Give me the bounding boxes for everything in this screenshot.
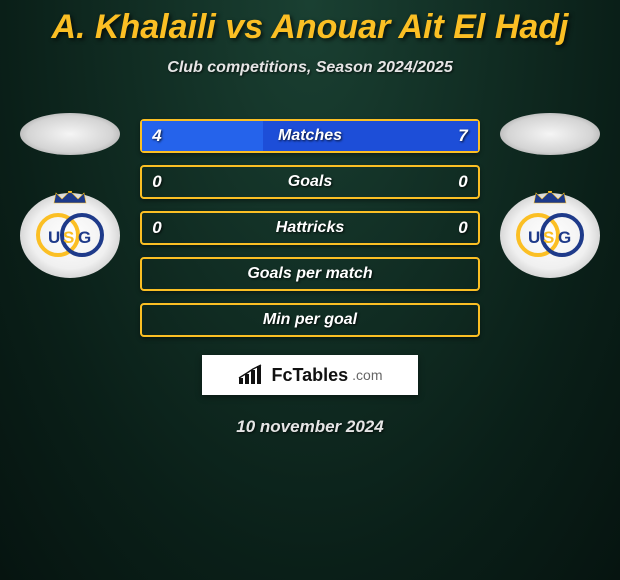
subtitle: Club competitions, Season 2024/2025 [0,59,620,77]
player-left-club-logo: U S G [20,193,120,278]
stat-left-value: 4 [142,126,172,146]
stat-bar-goals-per-match: Goals per match [140,257,480,291]
stats-column: 4 Matches 7 0 Goals 0 0 Hattricks 0 Goal… [140,119,480,337]
brand-bars-icon [237,364,267,386]
stat-left-value: 0 [142,172,172,192]
usg-logo-icon: U S G [36,207,104,263]
stat-right-value: 0 [448,172,478,192]
page-title: A. Khalaili vs Anouar Ait El Hadj [0,8,620,47]
player-left-col: U S G [20,119,120,278]
comparison-card: A. Khalaili vs Anouar Ait El Hadj Club c… [0,0,620,437]
crown-icon [530,191,570,205]
stat-label: Min per goal [263,311,357,329]
usg-logo-icon: U S G [516,207,584,263]
stat-label: Goals [288,173,332,191]
brand-name: FcTables [271,365,348,386]
svg-text:U: U [48,228,60,247]
player-right-club-logo: U S G [500,193,600,278]
stat-bar-hattricks: 0 Hattricks 0 [140,211,480,245]
stat-right-value: 0 [448,218,478,238]
date-label: 10 november 2024 [0,417,620,437]
brand-suffix: .com [352,367,382,383]
svg-text:S: S [543,228,554,247]
main-row: U S G 4 Matches 7 0 Goals 0 0 Hattri [0,119,620,337]
svg-text:S: S [63,228,74,247]
player-right-col: U S G [500,119,600,278]
stat-label: Hattricks [276,219,344,237]
crown-icon [50,191,90,205]
player-right-avatar-placeholder [500,113,600,155]
stat-bar-goals: 0 Goals 0 [140,165,480,199]
brand-link[interactable]: FcTables.com [202,355,418,395]
player-left-avatar-placeholder [20,113,120,155]
stat-left-value: 0 [142,218,172,238]
stat-bar-matches: 4 Matches 7 [140,119,480,153]
stat-label: Matches [278,127,342,145]
stat-label: Goals per match [247,265,372,283]
svg-text:G: G [558,228,571,247]
stat-bar-min-per-goal: Min per goal [140,303,480,337]
stat-right-value: 7 [448,126,478,146]
svg-text:G: G [78,228,91,247]
svg-text:U: U [528,228,540,247]
